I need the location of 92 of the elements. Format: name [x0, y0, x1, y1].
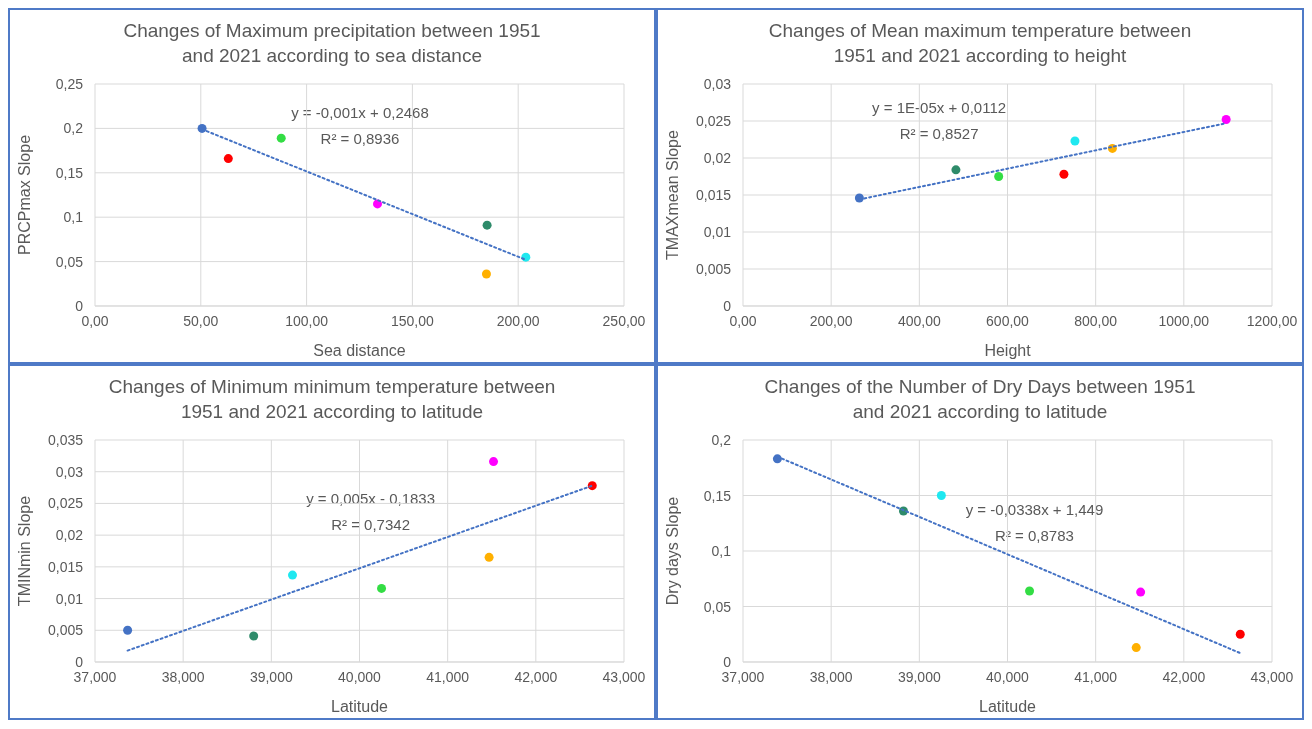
x-axis-title: Height — [984, 342, 1032, 359]
x-tick-label: 38,000 — [809, 669, 853, 685]
x-axis-title: Latitude — [979, 698, 1037, 715]
point — [482, 220, 492, 230]
point — [1131, 643, 1141, 653]
y-tick-label: 0 — [75, 298, 84, 314]
x-tick-label: 40,000 — [986, 669, 1030, 685]
y-tick-label: 0,025 — [47, 495, 84, 512]
annotation: R² = 0,8936 — [319, 128, 401, 149]
annotation: R² = 0,7342 — [330, 514, 411, 535]
chart-title: Changes of Minimum minimum temperature between 1951 and 2021 according to latitude — [108, 376, 556, 422]
x-tick-label: 200,00 — [809, 313, 853, 329]
y-tick-label: 0,05 — [55, 253, 84, 270]
x-tick-label: 150,00 — [390, 313, 435, 329]
y-tick-label: 0,035 — [47, 432, 84, 448]
chart-title: Changes of Mean maximum temperature between 1951 and 2021 according to height — [768, 20, 1192, 66]
y-tick-label: 0,005 — [47, 622, 84, 639]
point — [223, 154, 233, 164]
x-tick-label: 250,00 — [602, 313, 646, 329]
point — [377, 583, 387, 593]
y-tick-label: 0,01 — [703, 224, 732, 240]
y-tick-label: 0,02 — [55, 527, 84, 544]
y-tick-label: 0,015 — [695, 187, 732, 203]
x-tick-label: 41,000 — [1074, 669, 1118, 685]
x-tick-label: 50,00 — [183, 313, 219, 329]
y-tick-label: 0,2 — [711, 432, 732, 448]
x-tick-label: 40,000 — [338, 669, 382, 685]
x-tick-label: 41,000 — [426, 669, 470, 685]
annotation: y = 1E-05x + 0,0112 — [872, 98, 1007, 119]
x-tick-label: 200,00 — [496, 313, 540, 329]
y-tick-label: 0,15 — [703, 487, 732, 504]
y-axis-title: Dry days Slope — [663, 496, 681, 606]
annotation: y = -0,001x + 0,2468 — [291, 102, 429, 123]
point — [123, 625, 133, 635]
y-tick-label: 0,25 — [55, 76, 84, 92]
x-tick-label: 39,000 — [249, 669, 293, 685]
point — [994, 172, 1004, 181]
x-tick-label: 100,00 — [285, 313, 329, 329]
point — [287, 570, 297, 580]
y-tick-label: 0 — [723, 654, 732, 670]
x-tick-label: 800,00 — [1074, 313, 1118, 329]
point — [1070, 136, 1080, 146]
y-tick-label: 0,025 — [695, 113, 732, 129]
chart-title: Changes of the Number of Dry Days between 1951 and 2021 according to latitude — [764, 376, 1196, 422]
x-tick-label: 600,00 — [986, 313, 1030, 329]
y-axis-title: PRCPmax Slope — [15, 134, 33, 256]
point — [951, 165, 961, 175]
chart-title: Changes of Maximum precipitation between 1951 and 2021 according to sea distance — [123, 20, 541, 66]
x-tick-label: 43,000 — [1250, 669, 1294, 685]
y-tick-label: 0,01 — [55, 590, 84, 607]
x-tick-label: 42,000 — [1162, 669, 1206, 685]
y-axis-title: TMAXmean Slope — [663, 129, 681, 260]
x-tick-label: 42,000 — [514, 669, 558, 685]
point — [484, 552, 494, 562]
point — [249, 631, 259, 641]
y-tick-label: 0,2 — [63, 120, 84, 137]
y-tick-label: 0,1 — [711, 543, 732, 559]
x-axis-title: Sea distance — [313, 342, 406, 359]
x-tick-label: 400,00 — [897, 313, 941, 329]
y-tick-label: 0,005 — [695, 261, 732, 277]
annotation: R² = 0,8527 — [898, 124, 980, 145]
point — [1025, 586, 1035, 596]
y-tick-label: 0,03 — [55, 463, 84, 480]
point — [481, 269, 491, 279]
x-tick-label: 37,000 — [721, 669, 765, 685]
x-axis-title: Latitude — [331, 698, 389, 715]
x-tick-label: 0,00 — [729, 313, 757, 329]
y-tick-label: 0,02 — [703, 150, 732, 166]
point — [1221, 115, 1231, 125]
x-tick-label: 0,00 — [81, 313, 109, 329]
point — [1059, 169, 1069, 179]
x-tick-label: 43,000 — [602, 669, 646, 685]
point — [1235, 629, 1245, 639]
x-tick-label: 38,000 — [161, 669, 205, 685]
annotation: y = 0,005x - 0,1833 — [306, 488, 436, 509]
y-tick-label: 0,015 — [47, 558, 84, 575]
x-tick-label: 39,000 — [897, 669, 941, 685]
x-tick-label: 1200,00 — [1246, 313, 1298, 329]
y-tick-label: 0 — [75, 654, 84, 670]
point — [489, 457, 499, 467]
y-tick-label: 0,03 — [703, 76, 732, 92]
y-axis-title: TMINmin Slope — [15, 495, 33, 607]
x-tick-label: 1000,00 — [1158, 313, 1210, 329]
y-tick-label: 0 — [723, 298, 732, 314]
y-tick-label: 0,1 — [63, 209, 84, 226]
y-tick-label: 0,15 — [55, 164, 84, 181]
annotation: y = -0,0338x + 1,449 — [965, 500, 1104, 520]
point — [1136, 587, 1146, 597]
x-tick-label: 37,000 — [73, 669, 117, 685]
point — [936, 491, 946, 500]
point — [276, 133, 286, 143]
y-tick-label: 0,05 — [703, 598, 732, 615]
